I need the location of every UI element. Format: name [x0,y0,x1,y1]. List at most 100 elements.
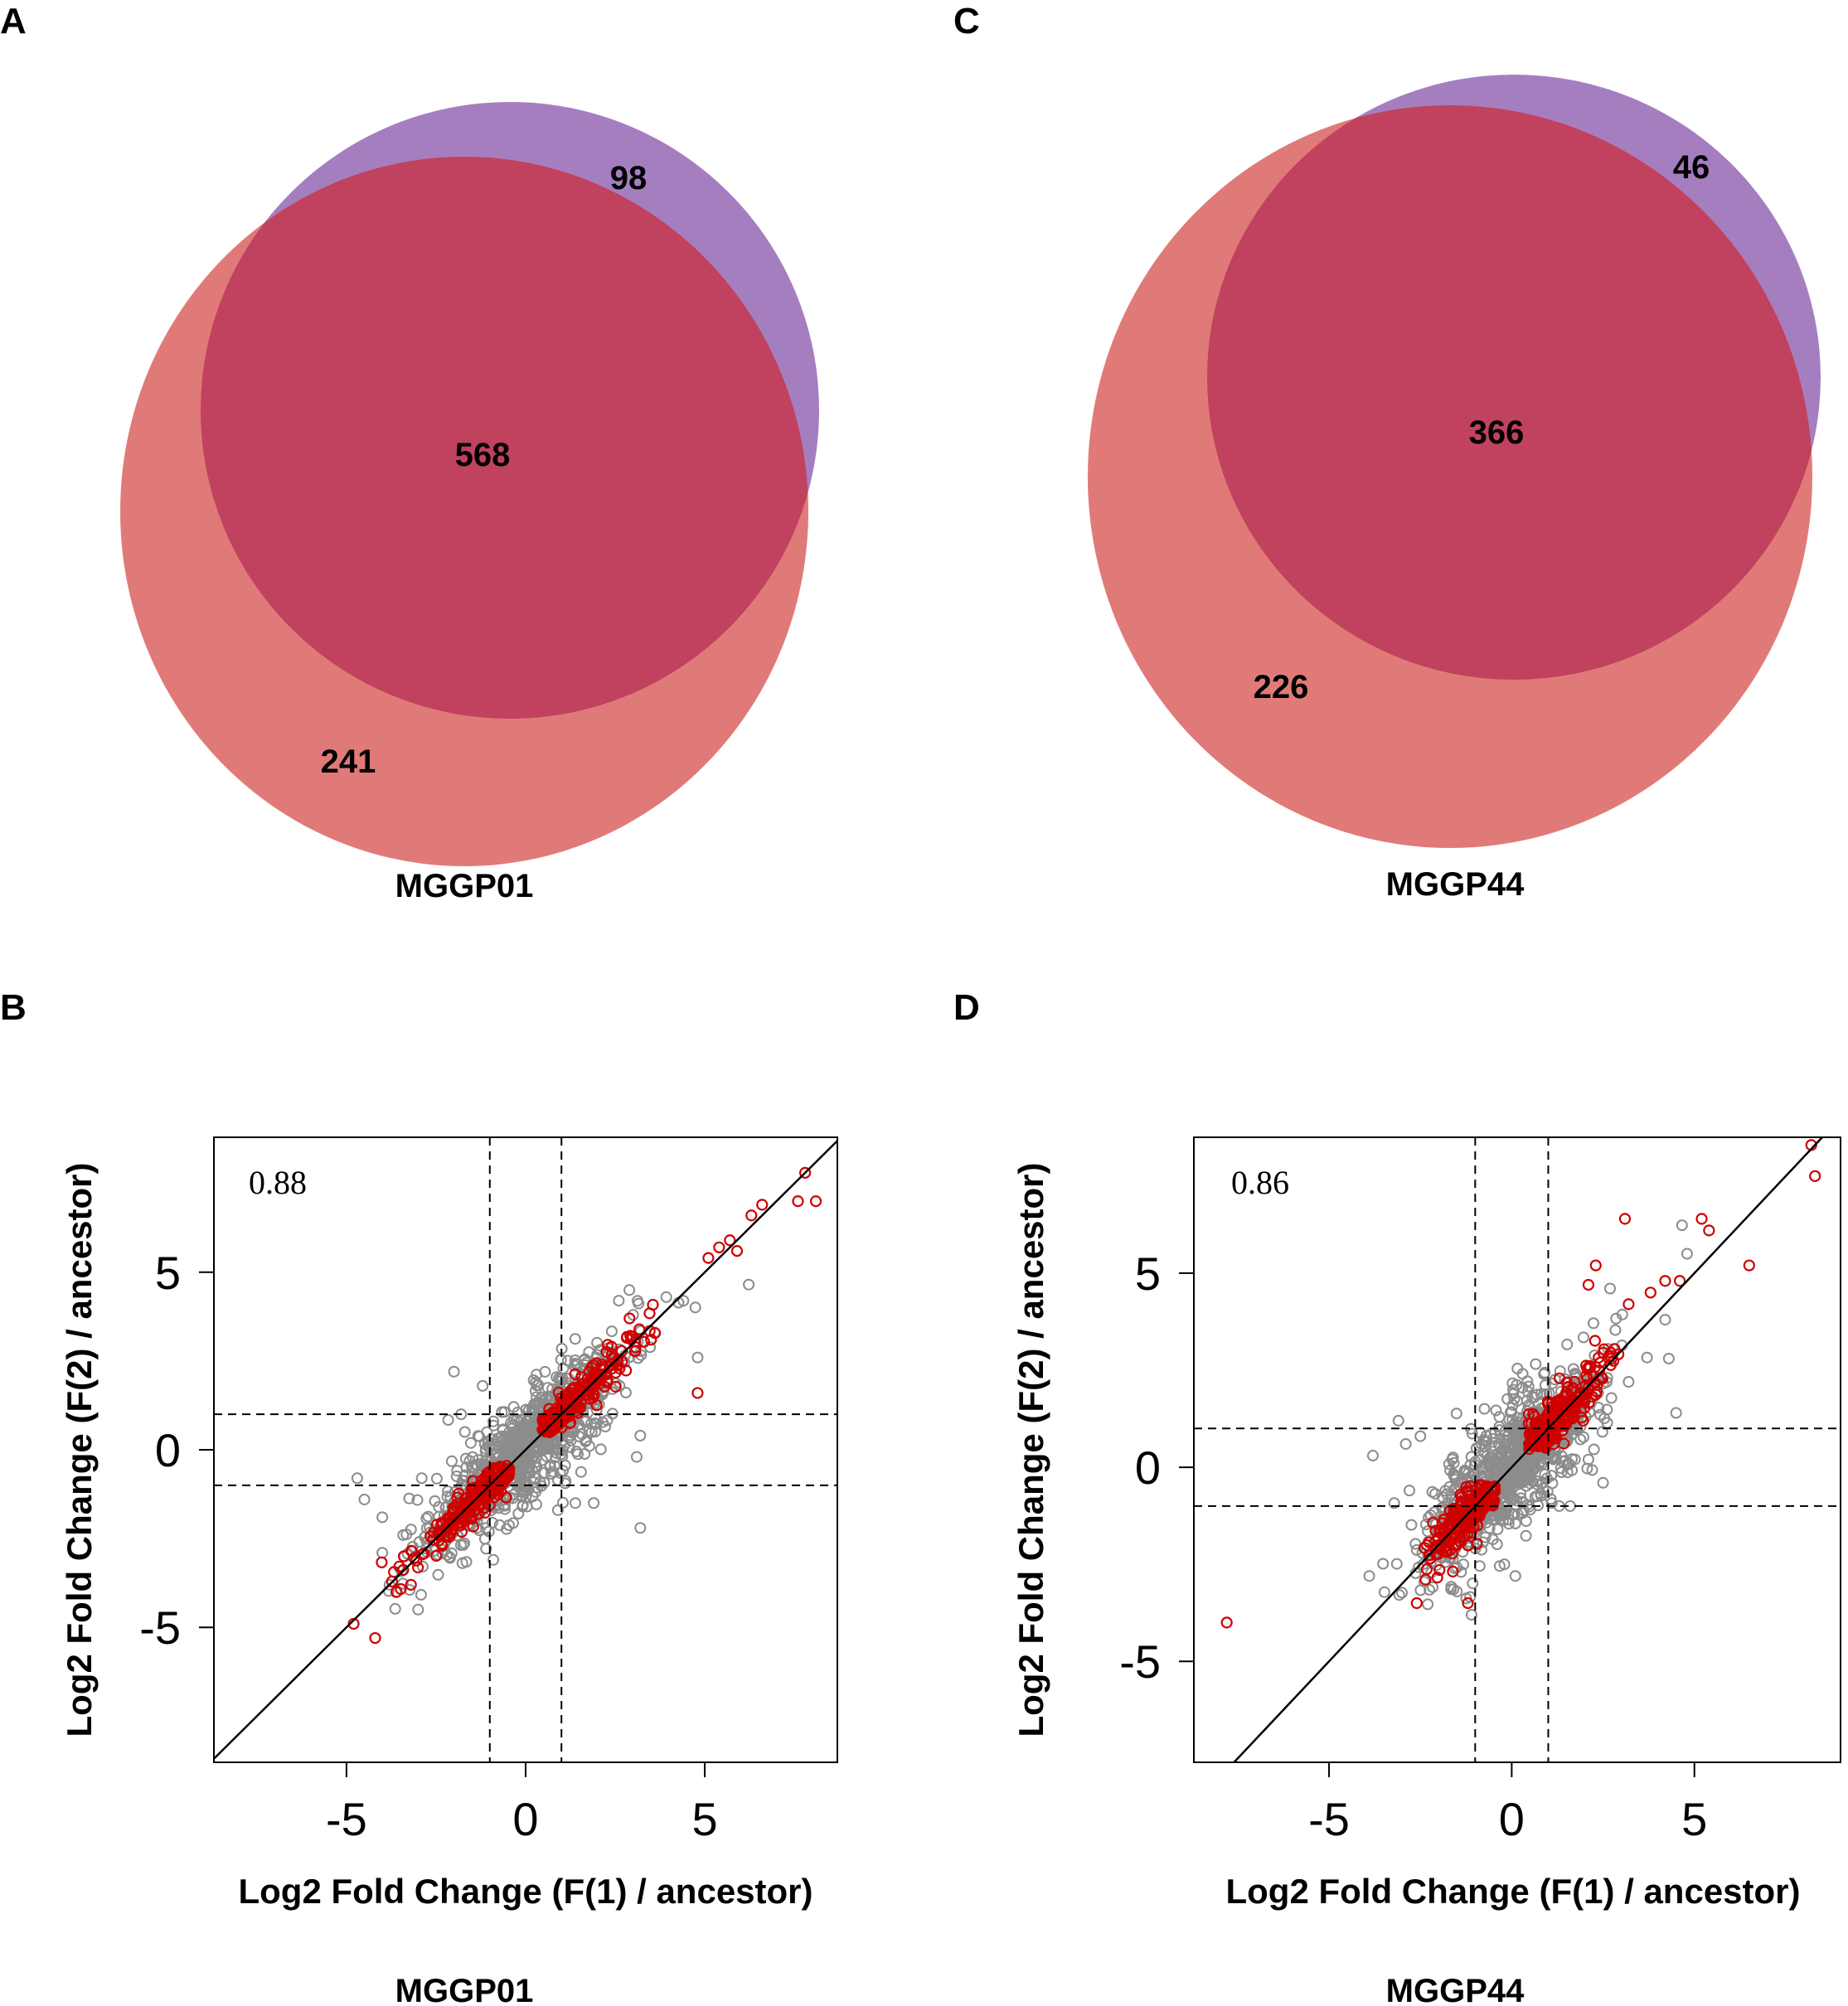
red-point [612,1354,624,1366]
gray-point [1557,1456,1569,1468]
gray-point [1399,1437,1412,1450]
gray-point [1516,1368,1529,1380]
scatter-d-title: MGGP44 [1386,1973,1525,2006]
gray-point [1517,1476,1530,1489]
gray-point [1509,1425,1521,1437]
scatter-b-y-axis-label: Log2 Fold Change (F(2) / ancestor) [60,1162,99,1737]
red-point [569,1368,581,1381]
red-point [430,1549,443,1563]
gray-point [630,1451,643,1463]
gray-point [1422,1525,1434,1538]
gray-point [531,1369,543,1381]
red-point [1582,1278,1595,1291]
red-point [713,1241,725,1253]
x-tick-label: -5 [1308,1793,1350,1845]
gray-point [477,1379,489,1392]
gray-point [1449,1473,1462,1485]
red-point [645,1334,657,1346]
gray-point [1424,1583,1436,1596]
gray-point [450,1471,463,1482]
gray-point [1539,1379,1551,1392]
venn-c-red-only-count: 226 [1254,669,1309,705]
red-point [1431,1571,1443,1584]
red-point [605,1340,618,1353]
y-tick-label: 0 [1135,1442,1161,1494]
x-tick-label: 0 [1499,1793,1525,1845]
gray-point [1499,1459,1511,1471]
gray-point [1493,1424,1506,1437]
red-point [1558,1391,1570,1403]
venn-c-overlap-count: 366 [1469,414,1525,451]
gray-point [1545,1493,1557,1505]
gray-point [1506,1406,1518,1418]
red-point [1220,1616,1233,1629]
x-tick-label: -5 [326,1793,367,1845]
red-point [1558,1437,1570,1450]
gray-point [1522,1399,1535,1412]
gray-point [1458,1466,1471,1479]
gray-point [554,1375,566,1388]
gray-point [689,1301,701,1314]
gray-point [459,1469,471,1481]
gray-point [1521,1385,1534,1398]
gray-point [1478,1403,1491,1415]
gray-point [1578,1331,1589,1344]
red-point [455,1525,468,1538]
gray-point [487,1419,500,1432]
red-point [626,1330,638,1343]
scatter-d-points [1220,1139,1821,1629]
gray-point [1588,1443,1600,1456]
red-point [587,1392,599,1404]
gray-point [1390,1558,1403,1570]
gray-point [442,1414,454,1426]
gray-point [432,1568,444,1581]
gray-point [396,1577,409,1590]
gray-point [1464,1591,1477,1603]
scatter-b-ticks: -5 0 5 -5 0 5 [139,1137,718,1845]
gray-point [601,1414,614,1427]
gray-point [588,1497,600,1509]
gray-point [1445,1583,1458,1596]
gray-point [464,1437,477,1449]
gray-point [351,1472,363,1485]
red-point [1437,1536,1449,1548]
gray-point [1427,1581,1438,1593]
gray-point [623,1284,636,1296]
gray-point [397,1529,410,1541]
gray-point [1676,1219,1688,1232]
gray-point [1508,1508,1521,1520]
gray-point [417,1560,429,1572]
gray-point [430,1472,443,1485]
gray-point [420,1512,433,1524]
scatter-b: -5 0 5 -5 0 5 0.88 Log2 Fold Change (F(1) / a… [60,1136,838,2006]
gray-point [1670,1407,1682,1419]
gray-point [498,1500,510,1512]
gray-point [1465,1609,1477,1621]
gray-point [538,1476,551,1489]
scatter-b-points [347,1166,822,1645]
gray-point [517,1456,530,1468]
red-point [449,1514,462,1527]
red-point [412,1561,424,1574]
gray-point [1479,1531,1491,1543]
gray-point [1490,1514,1502,1525]
red-point [1445,1510,1458,1523]
red-point [559,1389,572,1402]
gray-point [498,1406,511,1418]
gray-point [632,1352,644,1364]
gray-point [411,1494,424,1506]
gray-point [591,1336,604,1349]
gray-point [405,1524,417,1536]
venn-a-red-only-count: 241 [321,744,376,780]
gray-point [415,1472,428,1485]
gray-point [1659,1314,1671,1326]
gray-point [1490,1451,1502,1464]
red-point [546,1419,559,1432]
red-point [587,1388,599,1401]
red-point [1448,1530,1461,1543]
gray-point [1596,1426,1608,1438]
venn-a-title: MGGP01 [395,868,534,904]
red-point [638,1335,651,1348]
gray-point [1496,1509,1508,1522]
red-point [730,1244,744,1257]
